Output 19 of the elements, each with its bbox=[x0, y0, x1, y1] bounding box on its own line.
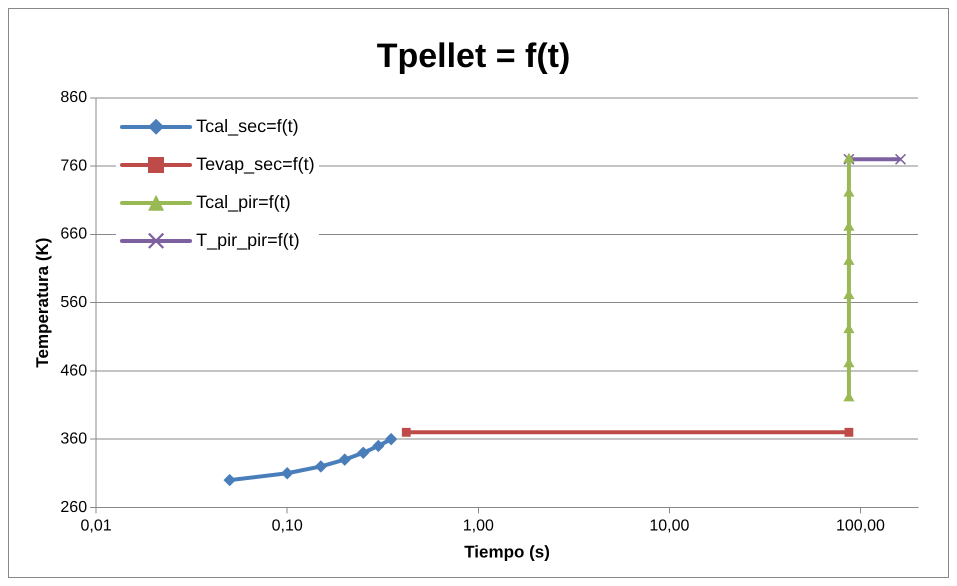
x-axis-title: Tiempo (s) bbox=[464, 542, 550, 562]
x-tick-label: 100,00 bbox=[836, 517, 886, 534]
y-tick-label: 760 bbox=[60, 157, 88, 174]
x-tick-label: 0,01 bbox=[80, 517, 112, 534]
y-tick-label: 260 bbox=[60, 498, 88, 516]
chart-title: Tpellet = f(t) bbox=[376, 36, 570, 75]
y-tick-label: 460 bbox=[60, 362, 88, 380]
y-tick-label: 660 bbox=[60, 226, 88, 243]
x-tick-label: 10,00 bbox=[649, 517, 690, 534]
y-axis-title: Temperatura (K) bbox=[32, 238, 52, 368]
y-tick-label: 560 bbox=[60, 294, 88, 312]
legend-label: T_pir_pir=f(t) bbox=[196, 230, 300, 252]
y-tick-label: 360 bbox=[60, 430, 88, 448]
legend-label: Tevap_sec=f(t) bbox=[196, 154, 315, 176]
y-tick-label: 860 bbox=[60, 89, 88, 106]
legend-label: Tcal_sec=f(t) bbox=[196, 116, 299, 138]
legend-label: Tcal_pir=f(t) bbox=[196, 192, 291, 214]
x-tick-label: 1,00 bbox=[462, 517, 494, 534]
x-tick-label: 0,10 bbox=[272, 517, 303, 534]
